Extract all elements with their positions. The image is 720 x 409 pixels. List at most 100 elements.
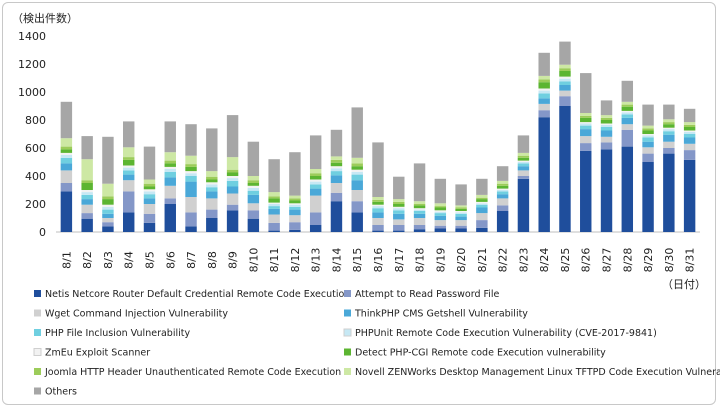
y-axis-label: （検出件数）	[12, 11, 78, 25]
bar-segment	[81, 194, 93, 200]
legend-label: Joomla HTTP Header Unauthenticated Remot…	[44, 367, 341, 378]
bar-segment	[289, 206, 301, 210]
bar-segment	[372, 199, 384, 202]
x-tick-label: 8/20	[455, 248, 468, 273]
bar-segment	[247, 180, 260, 183]
bar-segment	[206, 171, 218, 177]
bar-segment	[330, 183, 343, 193]
bar-segment	[580, 123, 592, 126]
bar-segment	[580, 115, 592, 118]
bar-segment	[559, 68, 571, 71]
bar-segment	[143, 198, 156, 204]
legend-label: ThinkPHP CMS Getshell Vulnerability	[354, 309, 528, 320]
bar-segment	[143, 191, 156, 195]
bar-segment	[81, 213, 93, 219]
x-tick-label: 8/10	[247, 248, 260, 273]
bar-segment	[642, 147, 654, 154]
bar-segment	[102, 213, 114, 218]
bar-segment	[642, 128, 654, 131]
legend-label: PHPUnit Remote Code Execution Vulnerabil…	[355, 328, 657, 339]
bar-segment	[413, 204, 426, 206]
x-tick-label: 8/15	[351, 248, 364, 273]
bar-segment	[517, 160, 530, 162]
bar-segment	[372, 225, 384, 231]
bar-segment	[164, 152, 176, 161]
bar-segment	[351, 174, 363, 181]
bar-segment	[393, 208, 405, 211]
bar-segment	[663, 124, 675, 128]
bar-segment	[393, 230, 405, 232]
bar-segment	[663, 119, 675, 123]
bar-segment	[289, 200, 301, 204]
bar-segment	[559, 64, 571, 69]
bar-segment	[496, 190, 509, 192]
bar-segment	[102, 204, 114, 207]
bar-segment	[600, 149, 613, 232]
legend-swatch	[344, 309, 351, 317]
bar-segment	[517, 163, 530, 167]
bar-segment	[393, 199, 405, 202]
legend-swatch	[344, 348, 351, 356]
bar-segment	[81, 183, 93, 190]
x-tick-label: 8/17	[393, 248, 406, 273]
bar-segment	[289, 198, 301, 201]
bar-segment	[185, 164, 197, 167]
x-tick-label: 8/3	[102, 251, 115, 269]
bar-segment	[143, 146, 156, 180]
x-tick-label: 8/26	[580, 248, 593, 273]
bar-segment	[268, 206, 280, 209]
bar-segment	[663, 153, 675, 232]
bar-segment	[206, 218, 218, 232]
bar-segment	[434, 178, 447, 204]
y-tick-label: 1400	[18, 30, 46, 43]
bar-segment	[206, 198, 218, 210]
bar-segment	[330, 171, 343, 176]
bar-segment	[580, 122, 592, 124]
bar-segment	[496, 211, 509, 232]
bar-segment	[330, 129, 343, 157]
bar-segment	[60, 183, 73, 192]
bar-segment	[123, 174, 135, 181]
legend-swatch	[33, 348, 42, 356]
bar-segment	[476, 227, 488, 232]
bar-segment	[102, 136, 114, 184]
bar-segment	[476, 197, 488, 200]
bar-segment	[517, 176, 530, 179]
bar-segment	[559, 76, 571, 79]
bar-segment	[60, 152, 73, 155]
x-axis-label: （日付）	[662, 278, 706, 291]
bar-segment	[621, 106, 634, 111]
bar-segment	[496, 194, 509, 199]
bar-segment	[455, 211, 467, 213]
bar-segment	[538, 117, 550, 232]
bar-segment	[247, 141, 260, 176]
bar-segment	[642, 153, 654, 162]
bar-segment	[683, 159, 696, 232]
bar-segment	[102, 183, 114, 197]
bar-segment	[538, 110, 550, 118]
bar-segment	[143, 222, 156, 232]
bar-segment	[538, 79, 550, 83]
bar-segment	[309, 212, 322, 225]
legend-label: Attempt to Read Password File	[355, 289, 500, 300]
bar-segment	[393, 210, 405, 214]
bar-segment	[642, 162, 654, 232]
bar-segment	[351, 212, 363, 232]
bar-segment	[683, 127, 696, 131]
bar-segment	[434, 207, 447, 211]
bar-segment	[351, 166, 363, 170]
bar-segment	[226, 176, 239, 179]
bar-segment	[642, 130, 654, 134]
bar-segment	[60, 155, 73, 158]
bar-segment	[538, 90, 550, 94]
bar-segment	[538, 52, 550, 76]
x-tick-label: 8/4	[123, 251, 136, 269]
bar-segment	[226, 210, 239, 232]
bar-segment	[413, 163, 426, 202]
bar-segment	[517, 162, 530, 164]
bar-segment	[393, 201, 405, 204]
x-tick-label: 8/14	[330, 248, 343, 273]
bar-segment	[81, 204, 93, 214]
x-tick-label: 8/25	[559, 248, 572, 273]
